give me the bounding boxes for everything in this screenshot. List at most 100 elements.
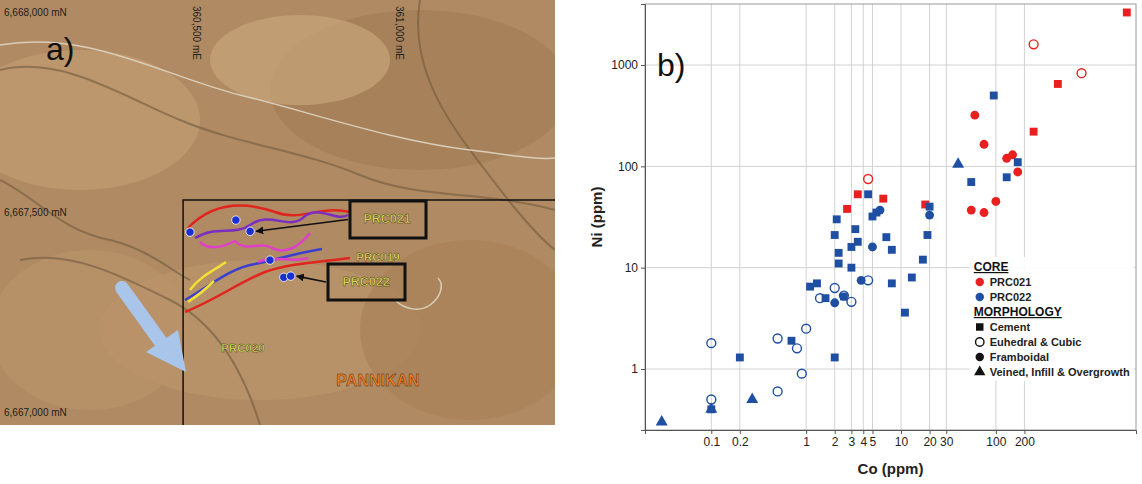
legend: COREPRC021PRC022MORPHOLOGYCementEuhedral… xyxy=(970,257,1134,381)
x-tick-label: 20 xyxy=(923,435,937,449)
data-point xyxy=(925,211,934,220)
x-tick: 2 xyxy=(832,430,839,449)
legend-marker xyxy=(976,278,984,286)
x-tick-mark xyxy=(851,430,852,434)
data-point xyxy=(879,195,887,203)
contour xyxy=(185,249,322,300)
x-tick-label: 4 xyxy=(860,435,867,449)
data-point xyxy=(835,260,843,268)
grid-line xyxy=(806,4,807,430)
data-point xyxy=(705,402,717,412)
series xyxy=(656,157,964,425)
legend-label: PRC021 xyxy=(990,276,1032,288)
x-tick-mark xyxy=(806,430,807,434)
data-point xyxy=(816,294,825,303)
data-point xyxy=(797,369,806,378)
plot-frame xyxy=(645,4,1136,430)
collars xyxy=(186,216,295,282)
grid xyxy=(645,4,1136,430)
panel-label: b) xyxy=(657,47,685,83)
map-label: PRC020 xyxy=(221,342,264,354)
x-tick-label: 0.1 xyxy=(703,435,720,449)
data-point xyxy=(833,215,841,223)
data-point xyxy=(813,279,821,287)
data-point xyxy=(1013,168,1022,177)
drill-collar xyxy=(286,272,294,280)
data-point xyxy=(1030,128,1038,136)
figure: PRC021PRC019PRC022PRC020PANNIKAN6,668,00… xyxy=(0,0,1142,484)
y-tick-label: 100 xyxy=(618,160,638,174)
drill-collar xyxy=(266,256,274,264)
y-tick-label: 1 xyxy=(631,362,638,376)
contour xyxy=(188,206,350,228)
data-point xyxy=(990,92,998,100)
legend-marker xyxy=(976,353,984,361)
data-point xyxy=(831,231,839,239)
data-point xyxy=(773,334,782,343)
data-point xyxy=(802,324,811,333)
contour xyxy=(188,281,214,302)
data-point xyxy=(822,294,830,302)
terrain-patch xyxy=(360,240,555,420)
series xyxy=(707,276,873,404)
y-tick: 1000 xyxy=(611,58,645,72)
x-axis-line xyxy=(646,431,1137,435)
y-axis: 1101001000 xyxy=(611,5,645,431)
legend-marker xyxy=(976,338,984,346)
data-point xyxy=(868,243,877,252)
y-tick-label: 1000 xyxy=(611,58,638,72)
grid-line xyxy=(711,4,712,430)
easting-label: 361,000 mE xyxy=(394,6,405,60)
y-tick-mark xyxy=(641,268,645,269)
track xyxy=(395,278,441,309)
grid-line xyxy=(645,166,1136,167)
data-point xyxy=(926,203,934,211)
flow-arrow xyxy=(122,288,163,345)
legend-marker xyxy=(976,323,983,330)
scatter-panel: 0.10.2123451020301002001101001000Co (ppm… xyxy=(588,4,1137,477)
data-point xyxy=(1029,40,1038,49)
x-tick: 5 xyxy=(870,430,877,449)
data-point xyxy=(1123,9,1131,17)
data-point xyxy=(831,354,839,362)
contour xyxy=(200,233,310,250)
x-tick-label: 100 xyxy=(986,435,1006,449)
data-point xyxy=(847,264,855,272)
legend-label: PRC022 xyxy=(990,291,1032,303)
data-point xyxy=(746,393,758,403)
terrain-patch xyxy=(0,250,190,410)
data-point xyxy=(864,175,873,184)
northing-label: 6,668,000 mN xyxy=(4,7,67,18)
series xyxy=(864,40,1086,184)
data-point xyxy=(924,231,932,239)
data-point xyxy=(882,233,890,241)
x-tick: 4 xyxy=(860,430,867,449)
x-axis: 0.10.212345102030100200 xyxy=(646,430,1137,449)
data-point xyxy=(888,246,896,254)
x-tick-mark xyxy=(1024,430,1025,434)
data-point xyxy=(854,190,862,198)
track xyxy=(0,42,555,158)
map-label: PRC021 xyxy=(363,212,410,226)
data-point xyxy=(980,208,989,217)
data-point xyxy=(1003,173,1011,181)
northing-label: 6,667,500 mN xyxy=(4,207,67,218)
x-tick-mark xyxy=(946,430,947,434)
x-tick-mark xyxy=(901,430,902,434)
x-tick-mark xyxy=(863,430,864,434)
contour xyxy=(185,258,350,312)
panel-label: a) xyxy=(46,31,74,67)
data-point xyxy=(773,387,782,396)
data-point xyxy=(806,283,814,291)
y-tick: 100 xyxy=(618,160,645,174)
x-tick: 3 xyxy=(849,430,856,449)
legend-marker xyxy=(974,365,985,375)
x-tick-label: 1 xyxy=(803,435,810,449)
data-point xyxy=(980,140,989,149)
legend-title: CORE xyxy=(974,260,1009,274)
data-point xyxy=(707,339,716,348)
x-tick-label: 2 xyxy=(832,435,839,449)
grid-line xyxy=(901,4,902,430)
drill-collar xyxy=(186,228,194,236)
x-tick-mark xyxy=(835,430,836,434)
